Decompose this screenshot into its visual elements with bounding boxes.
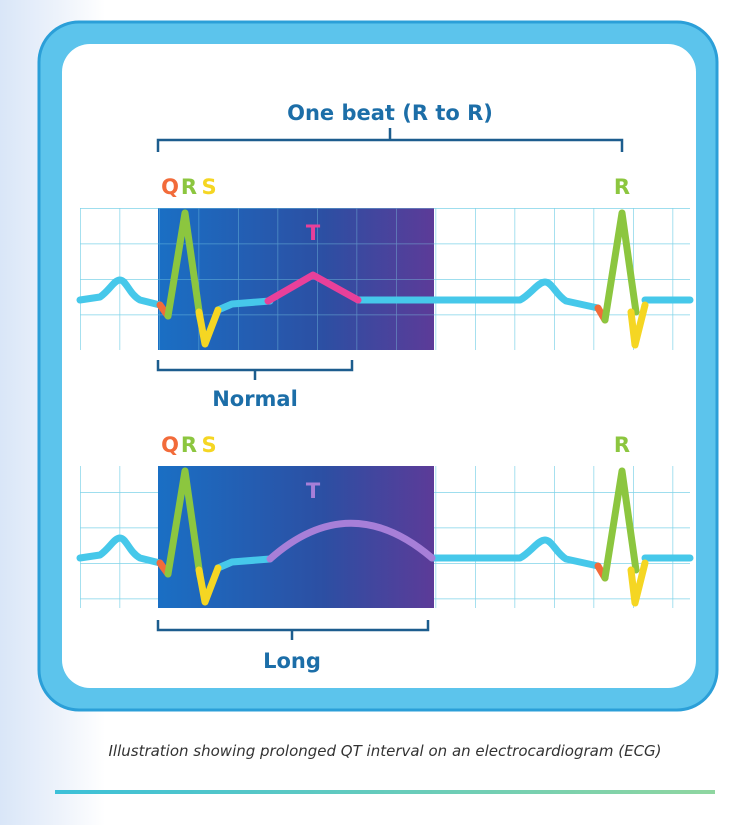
divider — [55, 790, 715, 794]
r-wave — [164, 209, 204, 322]
r-wave — [601, 209, 640, 324]
beat-label: One beat (R to R) — [287, 101, 493, 125]
long-label: Long — [263, 649, 321, 673]
q-label: Q — [161, 433, 179, 457]
ecg-long — [76, 466, 694, 608]
s-label: S — [201, 175, 216, 199]
t-label: T — [306, 479, 321, 503]
t-wave — [264, 271, 362, 305]
normal-label: Normal — [212, 387, 298, 411]
long-bracket — [156, 620, 430, 640]
t-label: T — [306, 221, 321, 245]
r-label: R — [614, 175, 630, 199]
s-wave — [195, 306, 222, 348]
baseline — [76, 534, 694, 572]
r-wave — [164, 467, 204, 580]
ecg-normal — [76, 208, 694, 350]
t-wave — [266, 519, 436, 563]
r-label: R — [614, 433, 630, 457]
baseline — [76, 276, 694, 314]
r-wave — [601, 467, 640, 582]
r-label: R — [181, 433, 197, 457]
normal-bracket — [156, 360, 354, 380]
s-wave — [195, 564, 222, 606]
caption: Illustration showing prolonged QT interv… — [108, 742, 661, 760]
s-wave — [627, 301, 649, 349]
beat-bracket — [156, 128, 624, 152]
s-wave — [627, 559, 649, 607]
s-label: S — [201, 433, 216, 457]
q-label: Q — [161, 175, 179, 199]
r-label: R — [181, 175, 197, 199]
